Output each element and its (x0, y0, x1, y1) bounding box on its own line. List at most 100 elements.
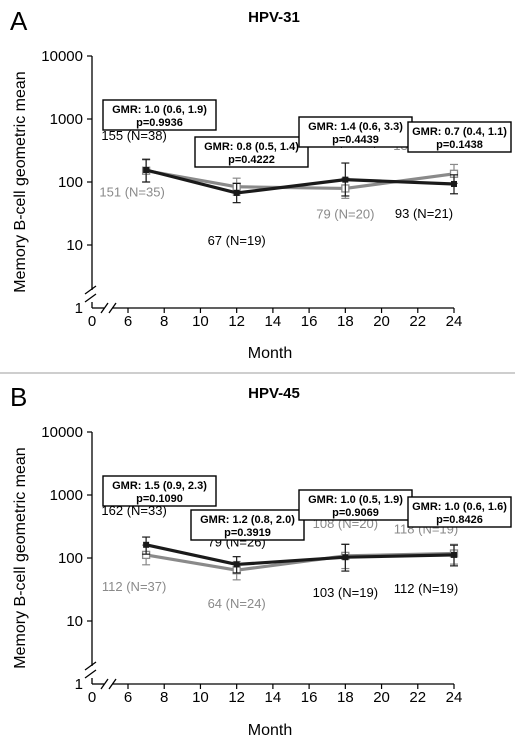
x-tick-label: 10 (192, 313, 209, 330)
gmr-pvalue: p=0.1090 (136, 493, 183, 505)
gmr-annotation: GMR: 1.0 (0.6, 1.6)p=0.8426 (407, 496, 512, 528)
gmr-annotation: GMR: 1.5 (0.9, 2.3)p=0.1090 (102, 475, 217, 507)
gmr-box (190, 509, 305, 541)
data-label-dark: 103 (N=19) (313, 585, 378, 600)
y-tick-label: 1 (75, 300, 83, 317)
gmr-text: GMR: 1.4 (0.6, 3.3) (308, 121, 403, 133)
gmr-pvalue: p=0.1438 (436, 139, 483, 151)
y-axis-label: Memory B-cell geometric mean (12, 447, 29, 668)
gmr-box (407, 121, 512, 153)
x-tick-label: 14 (265, 689, 282, 706)
gmr-box (407, 496, 512, 528)
data-point-dark (143, 167, 150, 174)
gmr-text: GMR: 1.0 (0.5, 1.9) (308, 494, 403, 506)
gmr-text: GMR: 0.8 (0.5, 1.4) (204, 141, 299, 153)
x-tick-label: 18 (337, 313, 354, 330)
y-tick-label: 100 (58, 550, 83, 567)
x-tick-label: 0 (88, 689, 96, 706)
y-tick-label: 10 (66, 237, 83, 254)
data-label-light: 151 (N=35) (99, 185, 164, 200)
y-tick-label: 10 (66, 613, 83, 630)
chart-title: HPV-45 (248, 385, 300, 402)
gmr-pvalue: p=0.9936 (136, 117, 183, 129)
x-tick-label: 16 (301, 313, 318, 330)
x-tick-label: 24 (446, 689, 463, 706)
x-tick-label: 12 (228, 689, 245, 706)
data-point-dark (342, 554, 349, 561)
y-tick-label: 1000 (50, 487, 83, 504)
y-tick-label: 1 (75, 676, 83, 693)
x-axis-label: Month (248, 722, 292, 739)
x-tick-label: 20 (373, 689, 390, 706)
gmr-box (298, 116, 413, 148)
data-point-dark (451, 551, 457, 558)
chart-panel-a: A HPV-31 1 10 100 1000 10000 0 6 8 10 12 14 16 18 20 22 2… (10, 6, 512, 362)
x-tick-label: 22 (409, 689, 426, 706)
data-label-light: 64 (N=24) (208, 596, 266, 611)
gmr-annotation: GMR: 1.4 (0.6, 3.3)p=0.4439 (298, 116, 413, 148)
data-label-dark: 112 (N=19) (394, 581, 458, 596)
gmr-annotation: GMR: 0.8 (0.5, 1.4)p=0.4222 (194, 136, 309, 168)
gmr-annotation: GMR: 1.2 (0.8, 2.0)p=0.3919 (190, 509, 305, 541)
x-tick-label: 0 (88, 313, 96, 330)
x-tick-label: 22 (409, 313, 426, 330)
data-point-dark (342, 176, 349, 183)
gmr-text: GMR: 1.2 (0.8, 2.0) (200, 514, 295, 526)
data-point-dark (143, 541, 150, 548)
data-label-dark: 67 (N=19) (208, 233, 266, 248)
x-tick-label: 6 (124, 689, 132, 706)
x-tick-label: 20 (373, 313, 390, 330)
y-axis-break-mark (84, 285, 97, 295)
gmr-text: GMR: 1.0 (0.6, 1.6) (412, 501, 507, 513)
x-tick-label: 18 (337, 689, 354, 706)
x-tick-label: 6 (124, 313, 132, 330)
x-tick-label: 12 (228, 313, 245, 330)
gmr-text: GMR: 1.5 (0.9, 2.3) (112, 480, 207, 492)
gmr-annotation: GMR: 1.0 (0.6, 1.9)p=0.9936 (102, 99, 217, 131)
y-axis-break-mark (84, 293, 97, 303)
x-tick-label: 14 (265, 313, 282, 330)
x-axis-break-mark (108, 678, 117, 690)
y-axis-break-mark (84, 661, 97, 671)
gmr-pvalue: p=0.9069 (332, 507, 379, 519)
panel-letter: A (10, 6, 28, 36)
data-point-dark (451, 180, 457, 187)
data-label-dark: 93 (N=21) (395, 206, 453, 221)
data-point-dark (233, 189, 240, 196)
chart-panel-b: B HPV-45 1 10 100 1000 10000 0 6 8 10 12 14 16 18 20 22 2… (10, 382, 512, 739)
x-axis-break-mark (108, 302, 117, 314)
y-tick-label: 10000 (41, 424, 83, 441)
gmr-box (102, 99, 217, 131)
data-label-dark: 155 (N=38) (101, 128, 166, 143)
x-axis-break-mark (100, 302, 109, 314)
gmr-annotation: GMR: 1.0 (0.5, 1.9)p=0.9069 (298, 489, 413, 521)
x-axis-break-mark (100, 678, 109, 690)
y-axis-label: Memory B-cell geometric mean (12, 71, 29, 292)
y-tick-label: 100 (58, 174, 83, 191)
panel-letter: B (10, 382, 27, 412)
gmr-pvalue: p=0.8426 (436, 514, 483, 526)
chart-title: HPV-31 (248, 9, 300, 26)
series-line-dark (145, 168, 455, 195)
x-tick-label: 8 (160, 313, 168, 330)
x-tick-label: 10 (192, 689, 209, 706)
gmr-box (102, 475, 217, 507)
gmr-box (194, 136, 309, 168)
gmr-pvalue: p=0.4222 (228, 154, 275, 166)
gmr-pvalue: p=0.4439 (332, 134, 379, 146)
gmr-annotation: GMR: 0.7 (0.4, 1.1)p=0.1438 (407, 121, 512, 153)
data-point-dark (233, 561, 240, 568)
series-line-dark (145, 543, 455, 567)
x-tick-label: 16 (301, 689, 318, 706)
x-tick-label: 8 (160, 689, 168, 706)
gmr-text: GMR: 0.7 (0.4, 1.1) (412, 126, 507, 138)
data-label-light: 112 (N=37) (102, 579, 166, 594)
y-tick-label: 10000 (41, 48, 83, 65)
x-axis-label: Month (248, 345, 292, 362)
y-tick-label: 1000 (50, 111, 83, 128)
gmr-text: GMR: 1.0 (0.6, 1.9) (112, 104, 207, 116)
gmr-pvalue: p=0.3919 (224, 527, 271, 539)
x-tick-label: 24 (446, 313, 463, 330)
data-label-light: 79 (N=20) (316, 206, 374, 221)
